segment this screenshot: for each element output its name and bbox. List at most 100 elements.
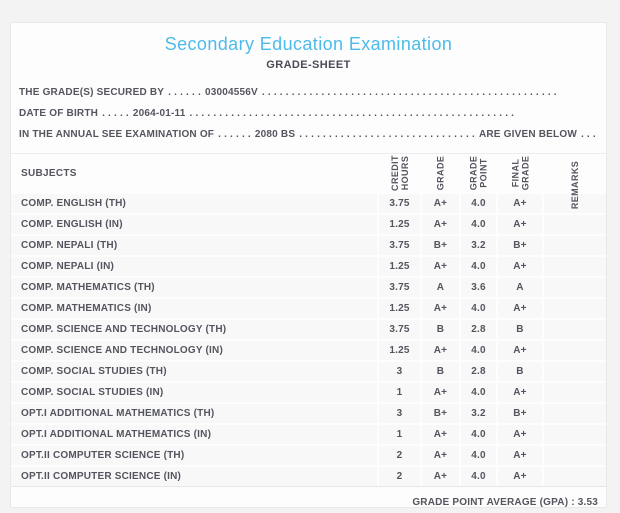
table-row: COMP. SOCIAL STUDIES (IN) 1 A+ 4.0 A+ [11,383,606,402]
gpa-value-text: GRADE POINT AVERAGE (GPA) : 3.53 [412,496,598,508]
remarks-cell [544,362,606,381]
subject-cell: OPT.I ADDITIONAL MATHEMATICS (IN) [11,425,377,444]
subject-cell: COMP. SOCIAL STUDIES (TH) [11,362,377,381]
gpa-footer: GRADE POINT AVERAGE (GPA) : 3.53 [11,487,606,508]
dots-separator: . . . . . . [168,87,201,98]
grade-point-label: GRADE POINT [468,155,489,191]
remarks-cell [544,320,606,339]
table-row: COMP. NEPALI (TH) 3.75 B+ 3.2 B+ [11,236,606,255]
grade-cell: A+ [422,383,459,402]
credit-hours-cell: 3.75 [379,236,420,255]
secured-by-label: THE GRADE(S) SECURED BY [19,87,165,98]
remarks-cell [544,299,606,318]
final-grade-cell: A+ [498,257,542,276]
table-header-row: SUBJECTS CREDIT HOURS GRADE GRADE POINT … [11,153,606,209]
table-row: OPT.I ADDITIONAL MATHEMATICS (IN) 1 A+ 4… [11,425,606,444]
dots-separator: . . . [580,129,596,140]
header-grade-point: GRADE POINT [461,154,496,192]
grade-cell: A+ [422,194,459,213]
table-row: COMP. ENGLISH (IN) 1.25 A+ 4.0 A+ [11,215,606,234]
remarks-cell [544,236,606,255]
subject-cell: COMP. ENGLISH (TH) [11,194,377,213]
header-final-grade: FINAL GRADE [498,154,542,192]
dots-separator: . . . . . . . . . . . . . . . . . . . . … [261,87,557,98]
subject-cell: COMP. NEPALI (TH) [11,236,377,255]
remarks-cell [544,467,606,486]
grade-cell: A+ [422,467,459,486]
header-remarks: REMARKS [544,154,606,209]
remarks-label: REMARKS [570,160,580,210]
subject-cell: COMP. SCIENCE AND TECHNOLOGY (IN) [11,341,377,360]
symbol-number-value: 03004556V [204,87,258,98]
examination-year-value: 2080 BS [254,129,296,140]
remarks-cell [544,404,606,423]
subject-cell: OPT.II COMPUTER SCIENCE (IN) [11,467,377,486]
credit-hours-cell: 1.25 [379,257,420,276]
grades-table: SUBJECTS CREDIT HOURS GRADE GRADE POINT … [11,153,606,486]
remarks-cell [544,278,606,297]
remarks-cell [544,257,606,276]
page-subtitle: GRADE-SHEET [266,59,351,71]
grade-cell: A+ [422,425,459,444]
dots-separator: . . . . . . [218,129,251,140]
final-grade-cell: A+ [498,299,542,318]
grade-point-cell: 4.0 [461,215,496,234]
final-grade-cell: B [498,320,542,339]
grade-cell: A+ [422,341,459,360]
table-row: COMP. MATHEMATICS (TH) 3.75 A 3.6 A [11,278,606,297]
remarks-cell [544,446,606,465]
dots-separator: . . . . . . . . . . . . . . . . . . . . … [189,108,515,119]
grade-point-cell: 4.0 [461,467,496,486]
final-grade-cell: B [498,362,542,381]
final-grade-cell: A+ [498,194,542,213]
info-lines: THE GRADE(S) SECURED BY . . . . . . 0300… [19,82,598,145]
grade-label: GRADE [435,155,446,191]
table-row: OPT.II COMPUTER SCIENCE (IN) 2 A+ 4.0 A+ [11,467,606,486]
subject-cell: OPT.II COMPUTER SCIENCE (TH) [11,446,377,465]
credit-hours-cell: 1.25 [379,341,420,360]
table-bottom-divider [11,486,606,487]
subject-cell: COMP. SOCIAL STUDIES (IN) [11,383,377,402]
date-of-birth-value: 2064-01-11 [132,108,186,119]
credit-hours-cell: 1 [379,383,420,402]
grade-point-cell: 3.6 [461,278,496,297]
header-grade: GRADE [422,154,459,192]
grade-point-cell: 4.0 [461,446,496,465]
grade-point-cell: 2.8 [461,320,496,339]
dots-separator: . . . . . [102,108,129,119]
final-grade-label: FINAL GRADE [509,155,530,191]
remarks-cell [544,425,606,444]
credit-hours-cell: 3 [379,404,420,423]
grade-point-cell: 4.0 [461,257,496,276]
info-line-secured-by: THE GRADE(S) SECURED BY . . . . . . 0300… [19,82,598,103]
table-row: COMP. MATHEMATICS (IN) 1.25 A+ 4.0 A+ [11,299,606,318]
grade-point-cell: 4.0 [461,383,496,402]
credit-hours-label: CREDIT HOURS [389,155,410,191]
table-row: COMP. SCIENCE AND TECHNOLOGY (IN) 1.25 A… [11,341,606,360]
subject-cell: COMP. MATHEMATICS (IN) [11,299,377,318]
dots-separator: . . . . . . . . . . . . . . . . . . . . … [299,129,475,140]
grade-sheet-card: Secondary Education Examination GRADE-SH… [10,22,607,508]
final-grade-cell: A+ [498,446,542,465]
grade-cell: B [422,362,459,381]
table-row: OPT.II COMPUTER SCIENCE (TH) 2 A+ 4.0 A+ [11,446,606,465]
grade-point-cell: 4.0 [461,194,496,213]
credit-hours-cell: 2 [379,446,420,465]
grade-cell: A+ [422,446,459,465]
info-line-date-of-birth: DATE OF BIRTH . . . . . 2064-01-11 . . .… [19,103,598,124]
remarks-cell [544,383,606,402]
grade-point-cell: 2.8 [461,362,496,381]
subject-cell: COMP. NEPALI (IN) [11,257,377,276]
grade-cell: B+ [422,236,459,255]
final-grade-cell: A+ [498,383,542,402]
final-grade-cell: A+ [498,341,542,360]
credit-hours-cell: 1 [379,425,420,444]
credit-hours-cell: 1.25 [379,299,420,318]
final-grade-cell: B+ [498,404,542,423]
remarks-cell [544,194,606,213]
subject-cell: COMP. ENGLISH (IN) [11,215,377,234]
are-given-below-label: ARE GIVEN BELOW [478,129,577,140]
grade-cell: A [422,278,459,297]
credit-hours-cell: 3.75 [379,194,420,213]
date-of-birth-label: DATE OF BIRTH [19,108,99,119]
